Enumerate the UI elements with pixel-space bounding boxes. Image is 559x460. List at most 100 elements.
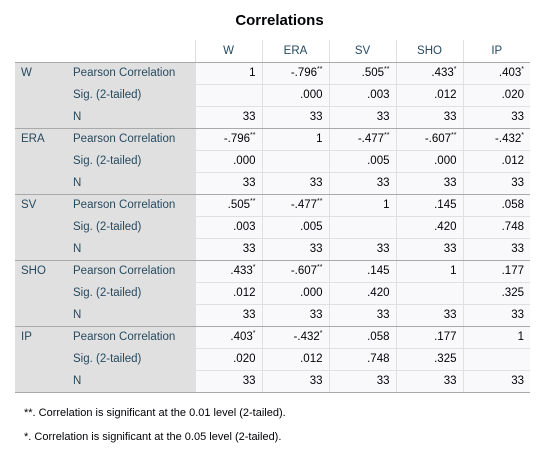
- cell-value: 33: [309, 243, 323, 255]
- statistic-label: Pearson Correlation: [67, 128, 195, 151]
- table-cell: .177: [462, 260, 530, 283]
- cell-value: .325: [501, 287, 524, 299]
- cell-value: .000: [434, 155, 457, 167]
- table-cell: -.607**: [261, 260, 329, 283]
- table-row: N 33 33 33 33 33: [15, 304, 530, 327]
- column-header-sho: SHO: [395, 40, 463, 63]
- significance-marker: **: [250, 198, 256, 205]
- statistic-label: Pearson Correlation: [67, 62, 195, 85]
- table-cell: .505**: [194, 194, 262, 217]
- cell-value: 1: [316, 133, 323, 145]
- table-cell: .000: [261, 282, 329, 305]
- significance-marker: *: [521, 132, 524, 139]
- column-header-w: W: [194, 40, 262, 63]
- statistic-label: Sig. (2-tailed): [67, 348, 195, 371]
- cell-value: .505: [361, 67, 385, 79]
- cell-value: -.796: [290, 67, 318, 79]
- table-cell: -.432*: [261, 326, 329, 349]
- statistic-label: Pearson Correlation: [67, 326, 195, 349]
- table-cell: [462, 348, 530, 371]
- cell-value: 33: [511, 375, 524, 387]
- cell-value: .058: [367, 331, 390, 343]
- table-cell: .012: [462, 150, 530, 173]
- footnote-significance-005: *. Correlation is significant at the 0.0…: [24, 431, 282, 443]
- significance-marker: *: [453, 66, 457, 73]
- cell-value: .005: [367, 155, 390, 167]
- cell-value: .012: [233, 287, 256, 299]
- cell-value: -.477: [357, 133, 385, 145]
- statistic-label: N: [67, 106, 195, 129]
- table-cell: .003: [194, 216, 262, 239]
- table-title: Correlations: [235, 12, 324, 29]
- table-cell: 33: [395, 172, 463, 195]
- cell-value: 33: [376, 111, 390, 123]
- cell-value: 33: [376, 309, 390, 321]
- cell-value: .005: [300, 221, 323, 233]
- column-header-ip: IP: [462, 40, 530, 63]
- table-cell: 33: [261, 106, 329, 129]
- table-cell: 33: [194, 304, 262, 327]
- cell-value: .020: [501, 89, 524, 101]
- cell-value: 33: [443, 111, 457, 123]
- table-cell: .005: [261, 216, 329, 239]
- cell-value: -.432: [495, 133, 522, 145]
- table-row: IP Pearson Correlation .403* -.432* .058.177…: [15, 326, 530, 393]
- cell-value: .145: [367, 265, 390, 277]
- table-row: W Pearson Correlation 1 -.796** .505** .433*.…: [15, 62, 530, 129]
- table-row: N 33 33 33 33 33: [15, 172, 530, 195]
- corner-cell: [15, 40, 195, 63]
- table-cell: -.607**: [395, 128, 463, 151]
- table-cell: -.796**: [194, 128, 262, 151]
- table-row: Sig. (2-tailed) .020 .012 .748 .325: [15, 348, 530, 371]
- cell-value: 1: [383, 199, 390, 211]
- table-row: SV Pearson Correlation .505** -.477** 1.145.…: [15, 194, 530, 261]
- table-cell: 1: [194, 62, 262, 85]
- cell-value: 33: [376, 243, 390, 255]
- row-variable-label: SV: [15, 194, 67, 261]
- cell-value: .177: [434, 331, 457, 343]
- table-cell: .433*: [395, 62, 463, 85]
- cell-value: 33: [443, 243, 457, 255]
- cell-value: .420: [434, 221, 457, 233]
- table-cell: .020: [462, 84, 530, 107]
- table-row: N 33 33 33 33 33: [15, 238, 530, 261]
- cell-value: .000: [300, 89, 323, 101]
- statistic-label: Sig. (2-tailed): [67, 150, 195, 173]
- table-cell: 33: [261, 370, 329, 393]
- cell-value: 1: [517, 331, 524, 343]
- table-row: Sig. (2-tailed) .012 .000 .420 .325: [15, 282, 530, 305]
- cell-value: .058: [501, 199, 524, 211]
- table-cell: .003: [328, 84, 396, 107]
- table-row: Sig. (2-tailed) .000 .005 .000 .012: [15, 150, 530, 173]
- significance-marker: **: [317, 198, 323, 205]
- table-cell: .000: [395, 150, 463, 173]
- cell-value: .748: [367, 353, 390, 365]
- table-cell: .177: [395, 326, 463, 349]
- cell-value: 33: [242, 177, 256, 189]
- table-cell: .145: [328, 260, 396, 283]
- row-variable-label: ERA: [15, 128, 67, 195]
- table-row: Sig. (2-tailed) .000 .003 .012 .020: [15, 84, 530, 107]
- table-cell: 1: [395, 260, 463, 283]
- cell-value: .012: [501, 155, 524, 167]
- cell-value: 33: [309, 375, 323, 387]
- statistic-label: Pearson Correlation: [67, 260, 195, 283]
- cell-value: .012: [434, 89, 457, 101]
- table-cell: .325: [462, 282, 530, 305]
- table-cell: .058: [462, 194, 530, 217]
- column-header-sv: SV: [328, 40, 396, 63]
- cell-value: 33: [376, 177, 390, 189]
- significance-marker: **: [317, 264, 323, 271]
- table-row: N 33 33 33 33 33: [15, 106, 530, 129]
- cell-value: .020: [233, 353, 256, 365]
- cell-value: -.607: [290, 265, 318, 277]
- table-cell: [194, 84, 262, 107]
- table-cell: 33: [194, 238, 262, 261]
- cell-value: .177: [501, 265, 524, 277]
- cell-value: 33: [242, 111, 256, 123]
- table-cell: 33: [328, 304, 396, 327]
- cell-value: .325: [434, 353, 457, 365]
- significance-marker: *: [521, 66, 524, 73]
- table-cell: 33: [395, 370, 463, 393]
